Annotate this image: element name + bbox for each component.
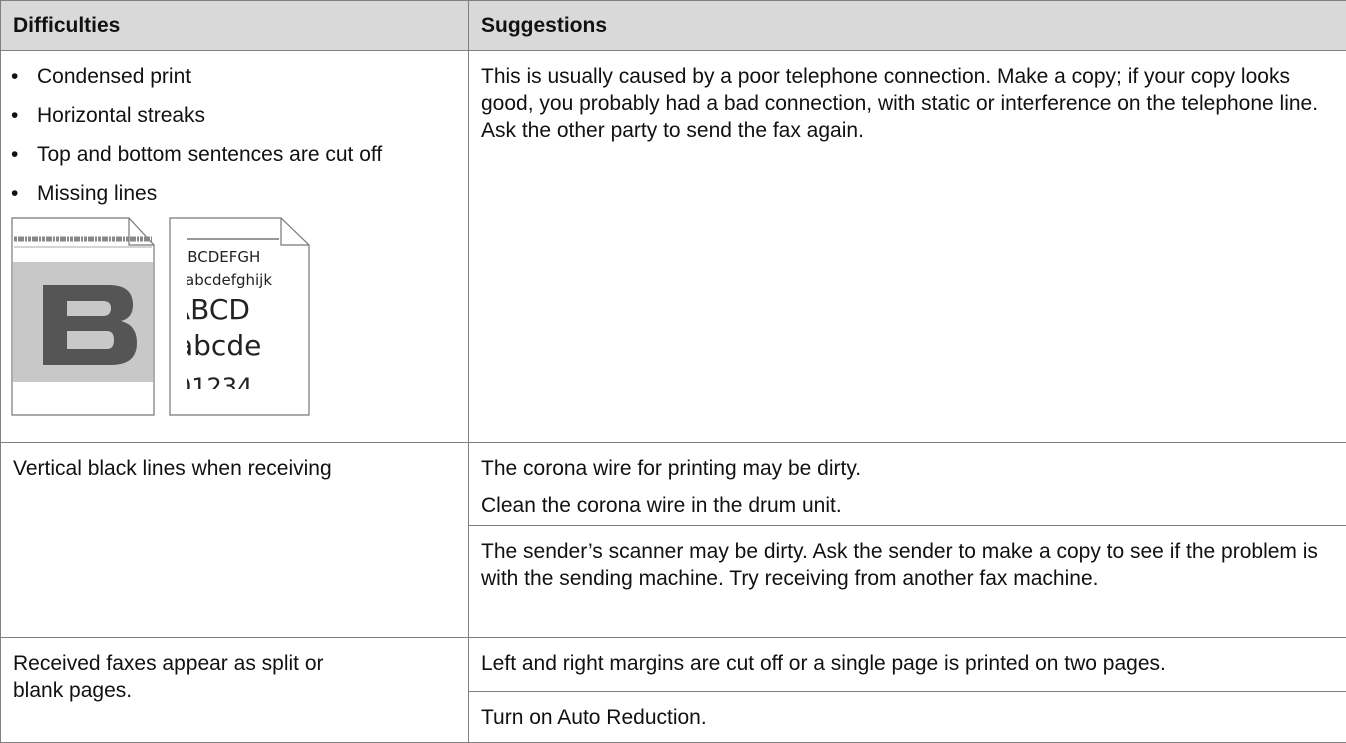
suggestion-text: Clean the corona wire in the drum unit. xyxy=(481,492,1334,519)
sample-text: ABCDEFGH xyxy=(177,248,260,266)
difficulty-text: Vertical black lines when receiving xyxy=(13,455,456,482)
difficulty-item: Top and bottom sentences are cut off xyxy=(11,141,456,168)
difficulty-item: Missing lines xyxy=(11,180,456,207)
header-cell: Suggestions xyxy=(469,1,1346,51)
row: Vertical black lines when receiving The … xyxy=(1,443,1346,526)
suggestion-text: The corona wire for printing may be dirt… xyxy=(481,455,1334,482)
difficulty-item: Horizontal streaks xyxy=(11,102,456,129)
header-row: Difficulties Suggestions xyxy=(1,1,1346,51)
row: Condensed print Horizontal streaks Top a… xyxy=(1,51,1346,443)
sample-text: abcde xyxy=(176,329,261,362)
letter-b xyxy=(43,285,137,365)
suggestion-text: This is usually caused by a poor telepho… xyxy=(481,63,1334,144)
difficulty-item: Condensed print xyxy=(11,63,456,90)
suggestion-cell: The sender’s scanner may be dirty. Ask t… xyxy=(469,526,1346,638)
difficulty-cell: Received faxes appear as split or blank … xyxy=(1,638,469,743)
row: Received faxes appear as split or blank … xyxy=(1,638,1346,692)
difficulty-cell: Vertical black lines when receiving xyxy=(1,443,469,638)
illustration: ABCDEFGH abcdefghijk ABCD abcde 01234 xyxy=(11,217,331,417)
sample-text: abcdefghijk xyxy=(185,271,272,289)
suggestion-cell: The corona wire for printing may be dirt… xyxy=(469,443,1346,526)
suggestion-text: Turn on Auto Reduction. xyxy=(481,704,1334,731)
suggestion-cell: Left and right margins are cut off or a … xyxy=(469,638,1346,692)
difficulty-text: Received faxes appear as split or blank … xyxy=(13,650,378,704)
difficulty-list: Condensed print Horizontal streaks Top a… xyxy=(11,63,456,207)
suggestion-cell: Turn on Auto Reduction. xyxy=(469,692,1346,743)
header-cell: Difficulties xyxy=(1,1,469,51)
suggestion-text: The sender’s scanner may be dirty. Ask t… xyxy=(481,538,1334,592)
suggestion-text: Left and right margins are cut off or a … xyxy=(481,650,1334,677)
difficulty-cell: Condensed print Horizontal streaks Top a… xyxy=(1,51,469,443)
suggestion-cell: This is usually caused by a poor telepho… xyxy=(469,51,1346,443)
